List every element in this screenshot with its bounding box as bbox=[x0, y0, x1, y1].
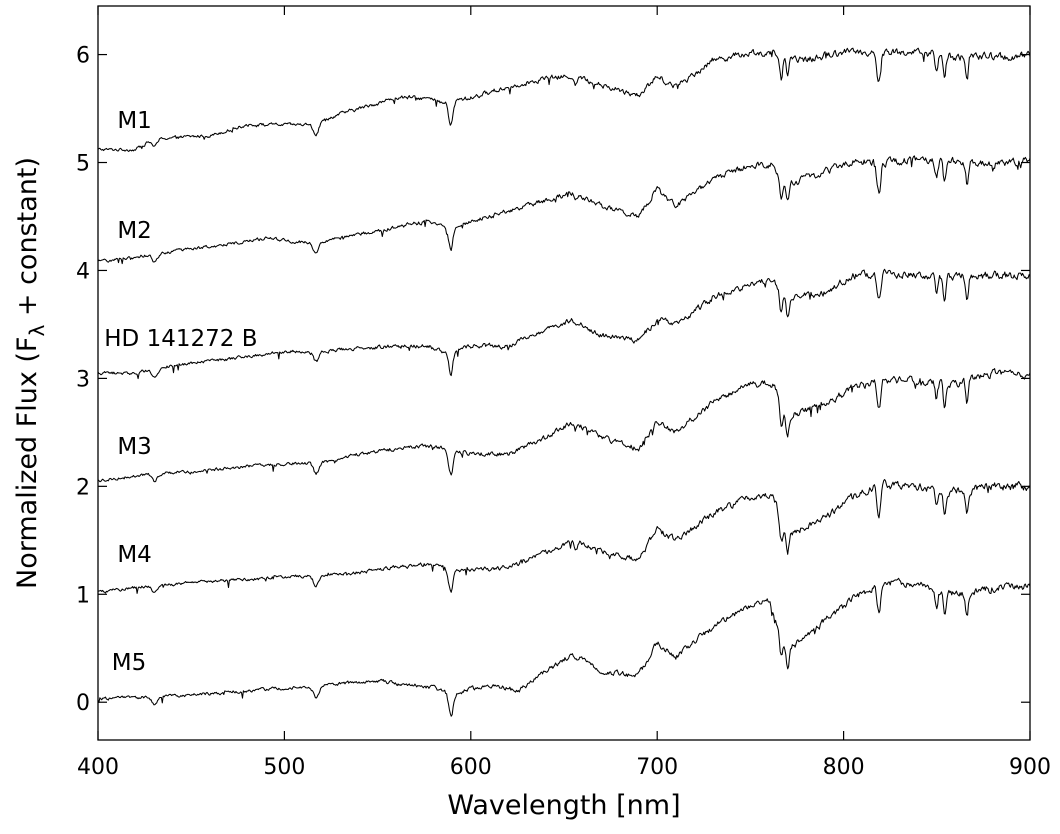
x-tick-label: 800 bbox=[823, 755, 865, 780]
series-labels: M1 M2 HD 141272 B M3 M4 M5 bbox=[104, 108, 257, 676]
series-line bbox=[97, 268, 1031, 380]
x-tick-label: 400 bbox=[77, 755, 119, 780]
y-axis-label-subscript: λ bbox=[25, 325, 49, 337]
y-tick-label: 3 bbox=[76, 367, 90, 392]
x-tick-label: 600 bbox=[450, 755, 492, 780]
series-label: M3 bbox=[117, 434, 151, 460]
series-line bbox=[97, 47, 1031, 153]
x-tick-label: 900 bbox=[1009, 755, 1051, 780]
ticks-layer: 400 500 600 700 800 900 0 1 2 3 4 5 6 bbox=[76, 6, 1051, 780]
series-label: HD 141272 B bbox=[104, 326, 257, 352]
plot-frame bbox=[97, 5, 1031, 741]
x-tick-label: 700 bbox=[636, 755, 678, 780]
x-tick-label: 500 bbox=[263, 755, 305, 780]
y-axis-label-suffix: + constant) bbox=[12, 157, 43, 325]
y-axis-label-main: Normalized Flux (F bbox=[12, 337, 43, 589]
y-axis-label: Normalized Flux (Fλ + constant) bbox=[12, 157, 49, 589]
series-label: M4 bbox=[117, 542, 151, 568]
y-tick-label: 2 bbox=[76, 475, 90, 500]
series-label: M2 bbox=[117, 218, 151, 244]
y-tick-label: 1 bbox=[76, 583, 90, 608]
y-tick-label: 6 bbox=[76, 44, 90, 69]
series-line bbox=[97, 155, 1031, 265]
y-tick-label: 5 bbox=[76, 152, 90, 177]
series-line bbox=[97, 478, 1031, 594]
y-tick-label: 4 bbox=[76, 259, 90, 284]
series-line bbox=[97, 368, 1031, 483]
x-axis-label: Wavelength [nm] bbox=[447, 790, 680, 821]
series-layer bbox=[97, 47, 1031, 717]
series-label: M1 bbox=[117, 108, 151, 134]
series-label: M5 bbox=[112, 650, 146, 676]
y-tick-label: 0 bbox=[76, 691, 90, 716]
series-line bbox=[97, 577, 1031, 717]
